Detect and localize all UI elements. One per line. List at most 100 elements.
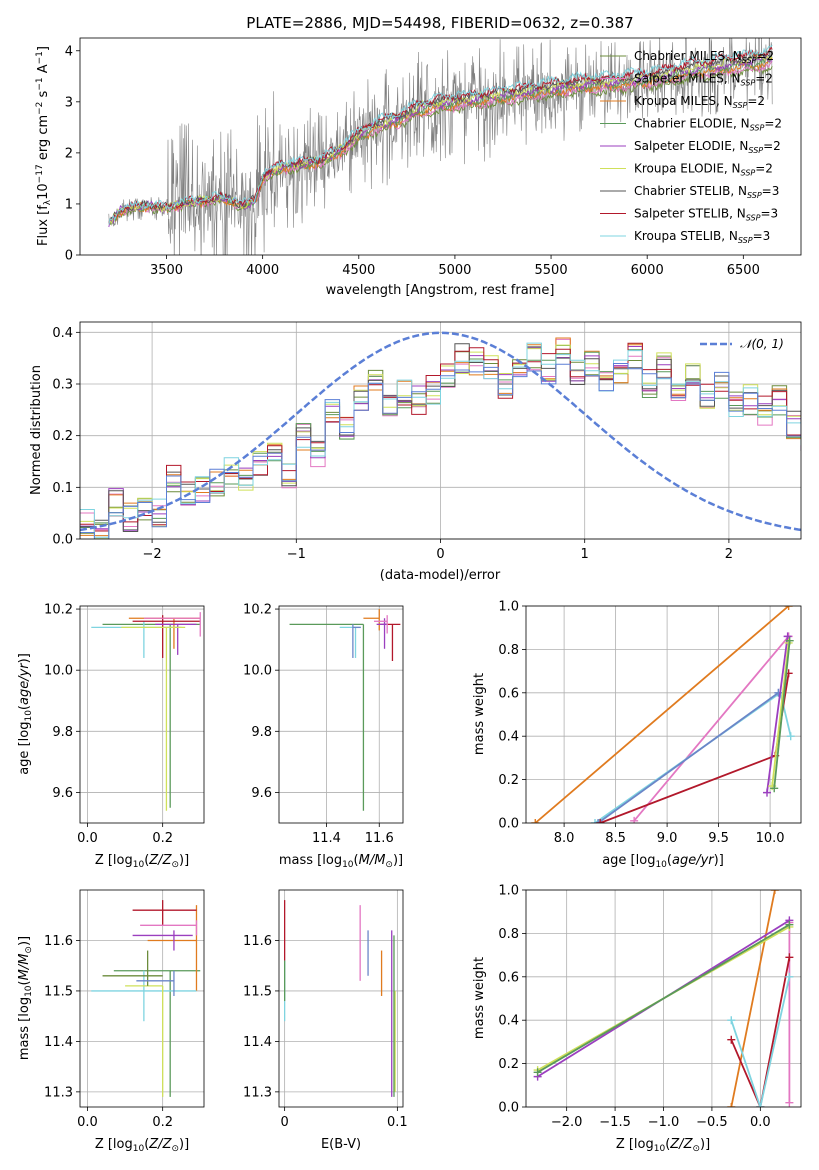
x-tick-label: 9.0 — [657, 831, 678, 846]
xl4-it: age/yr — [672, 853, 715, 868]
mass-weight-marker — [533, 1068, 542, 1077]
yl2-it: age/yr — [17, 662, 32, 705]
x-tick-label: 10.0 — [756, 831, 785, 846]
spectrum-ylabel-sup3: −1 — [35, 77, 45, 90]
mass-vs-metallicity-ticks: 0.0 0.2 11.3 11.4 11.5 11.6 — [44, 934, 173, 1130]
y-tick-label: 9.6 — [251, 786, 272, 801]
mass-weight-marker — [531, 819, 540, 823]
mass-weight-marker — [785, 636, 794, 645]
mass-weight-line — [766, 636, 789, 793]
mass-weight-marker — [785, 953, 794, 962]
y-tick-label: 0.0 — [498, 817, 519, 832]
mass-weight-marker — [596, 819, 605, 823]
yl5-sub: 10 — [24, 985, 34, 997]
y-tick-label: 11.4 — [243, 1035, 272, 1050]
y-tick-label: 0.2 — [498, 1057, 519, 1072]
age-vs-mass-frame — [278, 605, 404, 824]
mass-vs-metallicity-grid — [80, 890, 204, 1107]
x-tick-label: −2.0 — [551, 1115, 583, 1130]
x-tick-label: 5000 — [438, 263, 471, 278]
age-vs-mass-xlabel: mass [log10(M/M⊙)] — [279, 853, 403, 870]
y-tick-label: 0.2 — [498, 773, 519, 788]
weight-vs-age-frame — [525, 605, 802, 824]
y-tick-label: 0.0 — [498, 1101, 519, 1116]
residual-histogram-step — [80, 363, 801, 539]
spectrum-frame — [79, 37, 802, 256]
xl5-it: Z/Z — [148, 1137, 172, 1152]
yl2-b: ( — [17, 705, 32, 710]
y-tick-label: 0.8 — [498, 927, 519, 942]
weight-vs-metallicity-ticks: −2.0 −1.5 −1.0 −0.5 0.0 0.0 0.2 0.4 0.6 0.8 1.0 — [498, 884, 770, 1131]
age-vs-metallicity-marks — [91, 612, 201, 811]
y-tick-label: 0.0 — [52, 533, 73, 548]
age-vs-metallicity-grid — [80, 606, 204, 823]
mass-vs-extinction-panel: 0 0.1 11.3 11.4 11.5 11.6 E(B-V) — [243, 889, 408, 1152]
xl7-b: ( — [665, 1137, 670, 1152]
mass-weight-line — [730, 890, 776, 1107]
mass-weight-marker — [727, 1035, 736, 1044]
spectrum-xlabel: wavelength [Angstrom, rest frame] — [326, 283, 555, 298]
spectrum-ylabel-f: ] — [36, 46, 51, 51]
spectrum-ticks: 3500 4000 4500 5000 5500 6000 6500 0 1 2 3 4 — [65, 44, 760, 278]
y-tick-label: 11.3 — [243, 1085, 272, 1100]
xl3-sub: 10 — [342, 860, 354, 870]
age-vs-mass-ticks: 11.4 11.6 9.6 9.8 10.0 10.2 — [243, 603, 394, 846]
model-spectrum-line — [108, 52, 773, 225]
mass-vs-extinction-grid — [279, 890, 403, 1107]
model-spectrum-line — [108, 50, 773, 222]
mass-weight-marker — [770, 784, 779, 793]
age-vs-metallicity-frame — [79, 605, 205, 824]
spectrum-ylabel-d: s — [36, 90, 51, 101]
x-tick-label: 5500 — [535, 263, 568, 278]
residual-panel: −2 −1 0 1 2 0.0 0.1 0.2 0.3 0.4 (data-model)/erro… — [29, 321, 802, 583]
y-tick-label: 4 — [65, 44, 73, 59]
y-tick-label: 0.2 — [52, 429, 73, 444]
mass-weight-marker — [591, 819, 600, 823]
spectrum-ylabel-b: 10 — [36, 183, 51, 200]
age-vs-metallicity-ylabel: age [log10(age/yr)] — [17, 653, 34, 775]
age-vs-metallicity-ticks: 0.0 0.2 9.6 9.8 10.0 10.2 — [44, 603, 173, 846]
x-tick-label: 0 — [436, 547, 444, 562]
mass-weight-marker — [727, 1016, 736, 1025]
weight-vs-age-ylabel: mass weight — [472, 673, 487, 755]
mass-weight-marker — [594, 819, 603, 823]
yl5-c: )] — [17, 936, 32, 946]
mass-weight-marker — [785, 972, 794, 981]
mass-weight-line — [730, 957, 791, 1107]
y-tick-label: 11.6 — [243, 934, 272, 949]
mass-weight-marker — [785, 920, 794, 929]
xl3-a: mass [log — [279, 853, 342, 868]
residual-histogram-step — [80, 351, 801, 539]
y-tick-label: 0.8 — [498, 643, 519, 658]
mass-weight-marker — [763, 788, 772, 797]
mass-weight-line — [633, 635, 790, 822]
spectrum-title: PLATE=2886, MJD=54498, FIBERID=0632, z=0… — [246, 14, 633, 32]
spectrum-legend-label: Chabrier MILES, NSSP=2 — [634, 49, 774, 65]
xl3-b: ( — [354, 853, 359, 868]
x-tick-label: 0.0 — [77, 831, 98, 846]
model-spectrum-line — [108, 44, 773, 225]
xl7-sub: 10 — [654, 1144, 666, 1154]
x-tick-label: 11.4 — [312, 831, 341, 846]
mass-weight-line — [534, 606, 790, 823]
y-tick-label: 9.8 — [251, 725, 272, 740]
spectrum-legend-label: Salpeter ELODIE, NSSP=2 — [634, 139, 781, 155]
x-tick-label: 11.6 — [365, 831, 394, 846]
x-tick-label: 8.5 — [605, 831, 626, 846]
xl4-a: age [log — [602, 853, 655, 868]
yl5-sub2: ⊙ — [24, 946, 34, 954]
xl4-c: )] — [714, 853, 724, 868]
age-vs-metallicity-xlabel: Z [log10(Z/Z⊙)] — [95, 853, 189, 870]
spectrum-legend-label: Kroupa STELIB, NSSP=3 — [634, 229, 770, 245]
age-vs-mass-marks — [289, 609, 401, 811]
y-tick-label: 1.0 — [498, 600, 519, 615]
xl2-sub2: ⊙ — [171, 860, 179, 870]
xl5-a: Z [log — [95, 1137, 133, 1152]
x-tick-label: 6000 — [631, 263, 664, 278]
x-tick-label: 0.0 — [750, 1115, 771, 1130]
xl7-it: Z/Z — [669, 1137, 693, 1152]
mass-vs-extinction-xlabel: E(B-V) — [321, 1137, 361, 1152]
yl2-a: age [log — [17, 722, 32, 775]
xl3-it: M/M — [359, 853, 386, 868]
